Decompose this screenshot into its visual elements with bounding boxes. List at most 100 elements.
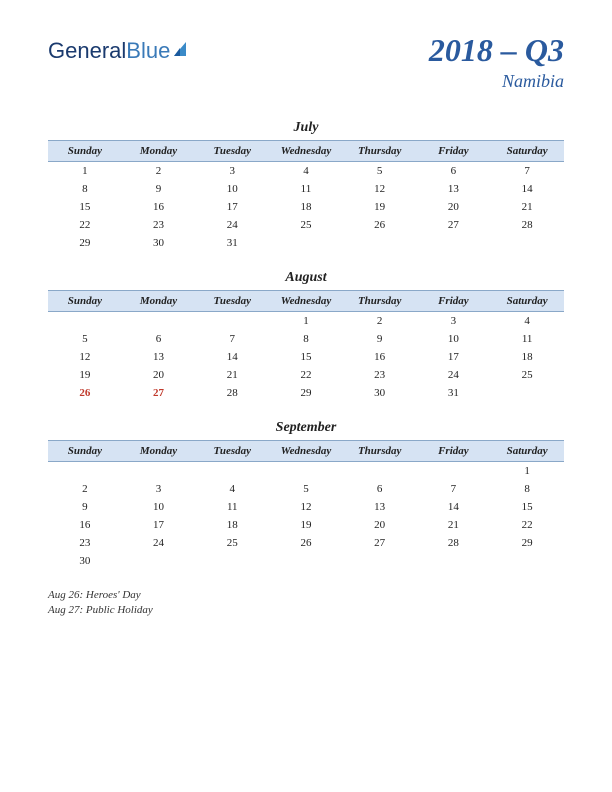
calendar-cell: 28 <box>195 384 269 402</box>
calendar-cell: 6 <box>343 480 417 498</box>
calendar-cell: 1 <box>490 462 564 481</box>
calendar-cell <box>343 552 417 570</box>
calendar-cell <box>122 552 196 570</box>
calendar-cell: 8 <box>48 180 122 198</box>
holiday-note: Aug 26: Heroes' Day <box>48 588 564 603</box>
calendar-cell: 9 <box>343 330 417 348</box>
calendar-cell <box>490 384 564 402</box>
calendar-row: 567891011 <box>48 330 564 348</box>
calendar-cell: 6 <box>122 330 196 348</box>
calendar-cell: 30 <box>343 384 417 402</box>
calendar-row: 16171819202122 <box>48 516 564 534</box>
calendar-cell: 9 <box>122 180 196 198</box>
calendar-cell: 16 <box>343 348 417 366</box>
calendar-cell <box>195 552 269 570</box>
calendar-cell: 26 <box>48 384 122 402</box>
calendar-cell: 28 <box>417 534 491 552</box>
calendar-cell: 14 <box>490 180 564 198</box>
calendar-cell: 23 <box>48 534 122 552</box>
holiday-note: Aug 27: Public Holiday <box>48 603 564 618</box>
calendar-cell: 8 <box>490 480 564 498</box>
calendar-row: 22232425262728 <box>48 216 564 234</box>
day-header: Friday <box>417 441 491 462</box>
calendar-cell: 15 <box>48 198 122 216</box>
day-header: Thursday <box>343 291 417 312</box>
calendar-cell: 24 <box>417 366 491 384</box>
month-name: August <box>48 270 564 286</box>
calendar-row: 30 <box>48 552 564 570</box>
day-header: Monday <box>122 291 196 312</box>
calendar-cell: 3 <box>417 312 491 331</box>
calendar-cell: 30 <box>122 234 196 252</box>
calendar-cell: 1 <box>48 162 122 181</box>
day-header: Thursday <box>343 141 417 162</box>
day-header: Tuesday <box>195 291 269 312</box>
calendar-cell: 6 <box>417 162 491 181</box>
calendar-cell: 13 <box>122 348 196 366</box>
month-name: September <box>48 420 564 436</box>
day-header: Thursday <box>343 441 417 462</box>
calendar-cell <box>48 462 122 481</box>
calendar-cell <box>343 234 417 252</box>
calendar-cell: 5 <box>269 480 343 498</box>
calendar-cell: 11 <box>490 330 564 348</box>
calendar-cell: 22 <box>48 216 122 234</box>
calendar-row: 23242526272829 <box>48 534 564 552</box>
calendar-row: 262728293031 <box>48 384 564 402</box>
calendar-table: SundayMondayTuesdayWednesdayThursdayFrid… <box>48 140 564 252</box>
calendar-cell: 20 <box>343 516 417 534</box>
header: General Blue 2018 – Q3 Namibia <box>48 32 564 92</box>
calendar-row: 293031 <box>48 234 564 252</box>
calendar-row: 1234 <box>48 312 564 331</box>
calendar-cell: 19 <box>48 366 122 384</box>
calendar-cell <box>48 312 122 331</box>
calendar-cell: 19 <box>269 516 343 534</box>
calendar-table: SundayMondayTuesdayWednesdayThursdayFrid… <box>48 290 564 402</box>
day-header: Saturday <box>490 291 564 312</box>
calendar-cell: 31 <box>195 234 269 252</box>
day-header: Sunday <box>48 141 122 162</box>
calendar-cell: 13 <box>343 498 417 516</box>
logo-text-blue: Blue <box>126 38 170 64</box>
holiday-notes: Aug 26: Heroes' DayAug 27: Public Holida… <box>48 588 564 619</box>
calendar-cell: 24 <box>195 216 269 234</box>
calendar-cell: 19 <box>343 198 417 216</box>
calendar-cell: 21 <box>417 516 491 534</box>
logo-sail-icon <box>172 40 190 58</box>
calendar-cell: 18 <box>195 516 269 534</box>
calendar-cell: 22 <box>490 516 564 534</box>
calendar-cell: 4 <box>269 162 343 181</box>
calendar-cell: 7 <box>490 162 564 181</box>
calendar-cell <box>417 234 491 252</box>
calendar-cell: 31 <box>417 384 491 402</box>
calendar-cell: 12 <box>269 498 343 516</box>
calendar-cell <box>417 552 491 570</box>
calendar-cell: 20 <box>122 366 196 384</box>
calendar-cell: 14 <box>417 498 491 516</box>
calendar-cell: 5 <box>343 162 417 181</box>
day-header: Tuesday <box>195 441 269 462</box>
calendar-cell: 16 <box>48 516 122 534</box>
calendar-row: 2345678 <box>48 480 564 498</box>
calendar-cell: 29 <box>490 534 564 552</box>
calendar-cell <box>343 462 417 481</box>
calendar-cell: 28 <box>490 216 564 234</box>
day-header: Monday <box>122 441 196 462</box>
calendar-cell <box>122 312 196 331</box>
title-main: 2018 – Q3 <box>429 32 564 69</box>
calendar-cell <box>490 552 564 570</box>
calendar-cell: 9 <box>48 498 122 516</box>
calendar-cell: 17 <box>122 516 196 534</box>
calendars-container: JulySundayMondayTuesdayWednesdayThursday… <box>48 120 564 570</box>
calendar-cell: 20 <box>417 198 491 216</box>
day-header: Saturday <box>490 441 564 462</box>
calendar-cell: 14 <box>195 348 269 366</box>
calendar-row: 15161718192021 <box>48 198 564 216</box>
day-header: Monday <box>122 141 196 162</box>
calendar-cell: 17 <box>417 348 491 366</box>
calendar-cell: 8 <box>269 330 343 348</box>
calendar-cell: 21 <box>490 198 564 216</box>
calendar-cell: 22 <box>269 366 343 384</box>
calendar-cell: 25 <box>269 216 343 234</box>
calendar-cell: 3 <box>122 480 196 498</box>
